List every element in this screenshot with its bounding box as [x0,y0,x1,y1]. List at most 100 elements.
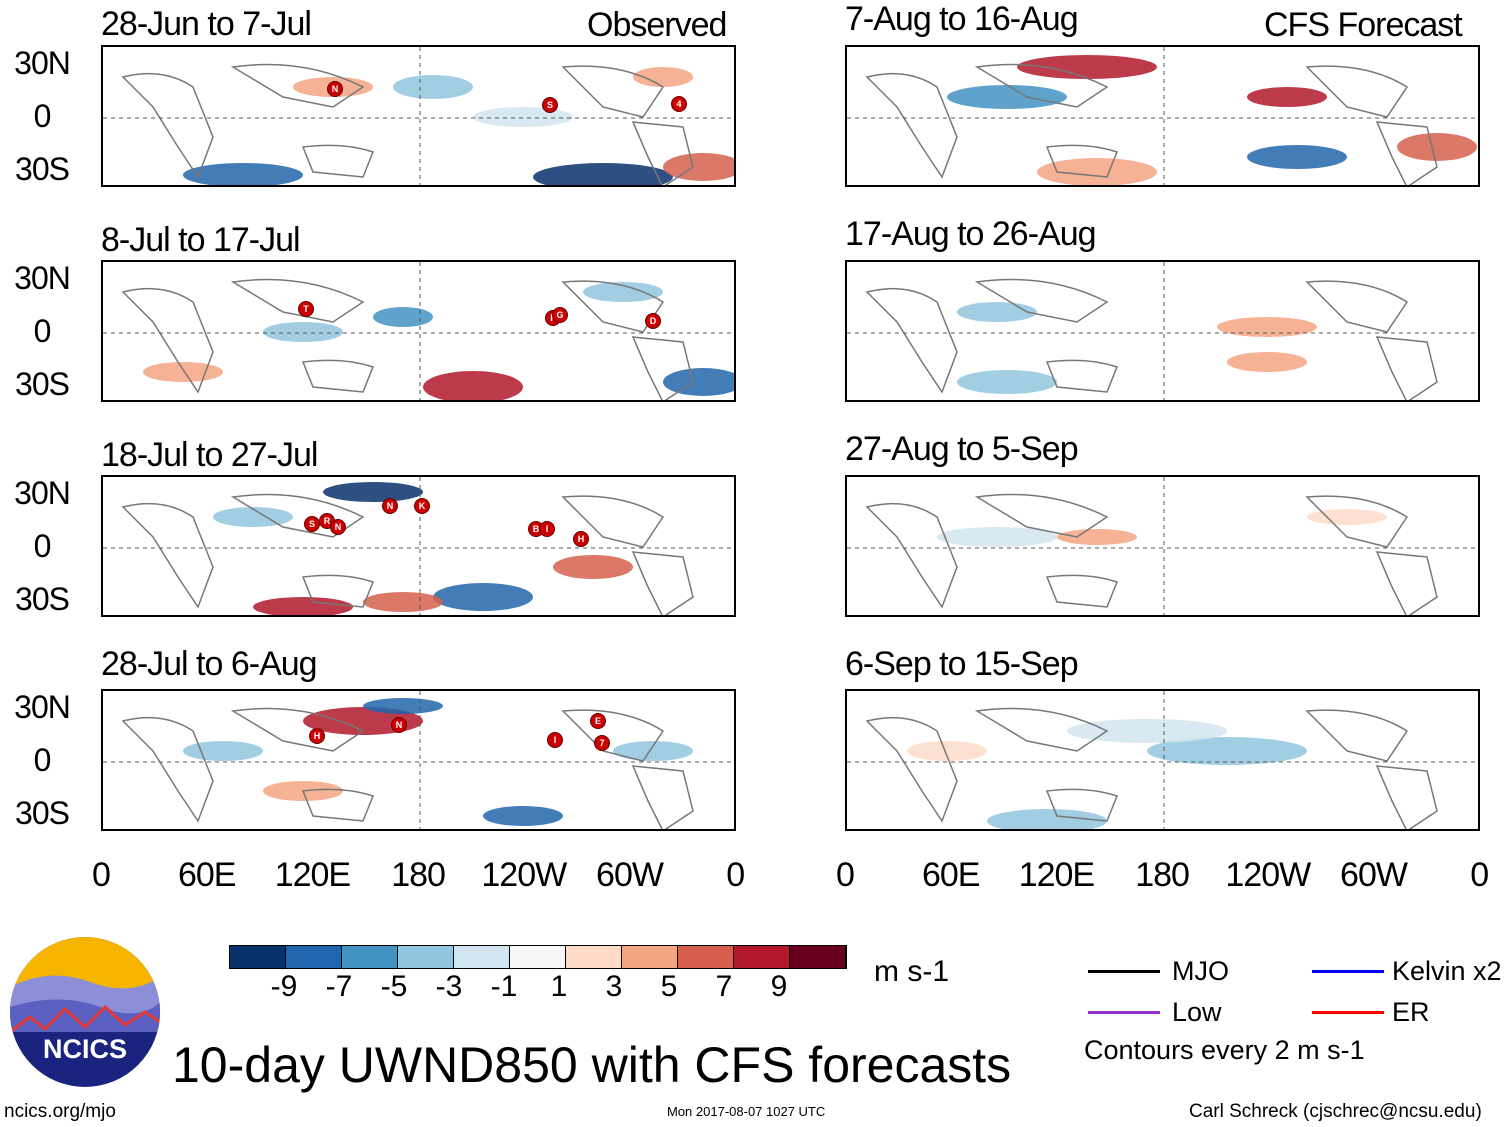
y-axis-label: 30N [14,45,71,81]
anomaly-region [473,107,573,127]
x-axis-label: 120E [274,856,351,894]
anomaly-region [1037,158,1157,185]
coastline [865,493,1438,615]
colorbar-tick: -7 [325,970,353,1003]
anomaly-region [363,592,443,612]
anomaly-region [483,806,563,826]
tropical-storm-marker: H [309,728,325,744]
anomaly-region [393,75,473,99]
colorbar-tick: -1 [490,970,518,1003]
panel-title: 27-Aug to 5-Sep [845,430,1079,468]
tropical-storm-marker: I [539,521,555,537]
tropical-storm-marker: K [414,498,430,514]
colorbar-swatch [566,946,622,968]
coastline [121,493,694,615]
x-axis-label: 60E [921,856,980,894]
anomaly-region [937,527,1057,547]
panel-title: 18-Jul to 27-Jul [101,436,318,474]
tropical-storm-marker: S [542,97,558,113]
tropical-storm-marker: I [547,732,563,748]
anomaly-region [583,282,663,302]
colorbar-tick: 9 [770,970,788,1003]
observed-label: Observed [587,6,727,44]
x-axis-label: 60W [596,856,664,894]
anomaly-region [947,85,1067,109]
anomaly-region [957,370,1057,394]
coastline [865,63,1438,185]
anomaly-region [663,153,734,181]
colorbar-swatch [510,946,566,968]
legend-kelvin-line [1312,970,1384,973]
x-axis-label: 120W [1225,856,1311,894]
anomaly-region [1247,145,1347,169]
anomaly-region [183,163,303,185]
y-axis-label: 30S [15,366,70,402]
anomaly-region [1307,509,1387,525]
tropical-storm-marker: H [573,531,589,547]
legend-er-line [1312,1011,1384,1014]
colorbar-swatch [230,946,286,968]
anomaly-region [363,698,443,714]
colorbar-swatch [286,946,342,968]
colorbar-tick: -3 [435,970,463,1003]
colorbar-tick: 1 [550,970,568,1003]
colorbar-tick: -5 [380,970,408,1003]
y-axis-label: 0 [33,742,52,778]
footer-url[interactable]: ncics.org/mjo [4,1101,116,1122]
colorbar-swatch [790,946,846,968]
colorbar-swatch [398,946,454,968]
y-axis-label: 30N [14,475,71,511]
anomaly-region [907,741,987,761]
anomaly-region [1247,87,1327,107]
anomaly-region [633,67,693,87]
colorbar-tick: -9 [270,970,298,1003]
y-axis-label: 0 [33,313,52,349]
ncics-logo: NCICS [10,937,160,1087]
tropical-storm-marker: D [645,313,661,329]
coastline [865,278,1438,400]
anomaly-region [663,368,734,396]
map-panel [845,475,1480,617]
map-panel: H N E I 7 [101,689,736,831]
legend-kelvin: Kelvin x2 [1392,956,1502,986]
panel-title: 7-Aug to 16-Aug [845,0,1079,38]
anomaly-region [987,809,1107,829]
coastline [121,278,694,400]
colorbar-swatch [734,946,790,968]
y-axis-label: 30N [14,260,71,296]
tropical-storm-marker: N [382,498,398,514]
anomaly-region [1397,133,1477,161]
y-axis-label: 30S [15,581,70,617]
anomaly-region [213,507,293,527]
y-axis-label: 30N [14,689,71,725]
footer-timestamp: Mon 2017-08-07 1027 UTC [667,1104,826,1119]
x-axis-label: 0 [92,856,111,894]
anomaly-region [1017,55,1157,79]
anomaly-region [263,322,343,342]
anomaly-region [957,302,1037,322]
tropical-storm-marker: G [552,307,568,323]
anomaly-region [1217,317,1317,337]
tropical-storm-marker: 7 [594,735,610,751]
colorbar-swatch [342,946,398,968]
figure-title: 10-day UWND850 with CFS forecasts [172,1037,1012,1093]
anomaly-region [1057,529,1137,545]
y-axis-label: 30S [15,795,70,831]
anomaly-region [1147,737,1307,765]
tropical-storm-marker: N [391,717,407,733]
colorbar-swatch [678,946,734,968]
anomaly-region [373,307,433,327]
anomaly-region [143,362,223,382]
panel-title: 17-Aug to 26-Aug [845,215,1097,253]
anomaly-region [553,555,633,579]
legend-mjo-line [1088,970,1160,973]
x-axis-label: 60E [177,856,236,894]
x-axis-label: 120W [481,856,567,894]
panel-title: 28-Jun to 7-Jul [101,5,312,43]
legend-mjo: MJO [1172,956,1229,986]
tropical-storm-marker: T [298,301,314,317]
tropical-storm-marker: 4 [671,96,687,112]
colorbar-tick: 7 [715,970,733,1003]
coastline [121,63,694,185]
